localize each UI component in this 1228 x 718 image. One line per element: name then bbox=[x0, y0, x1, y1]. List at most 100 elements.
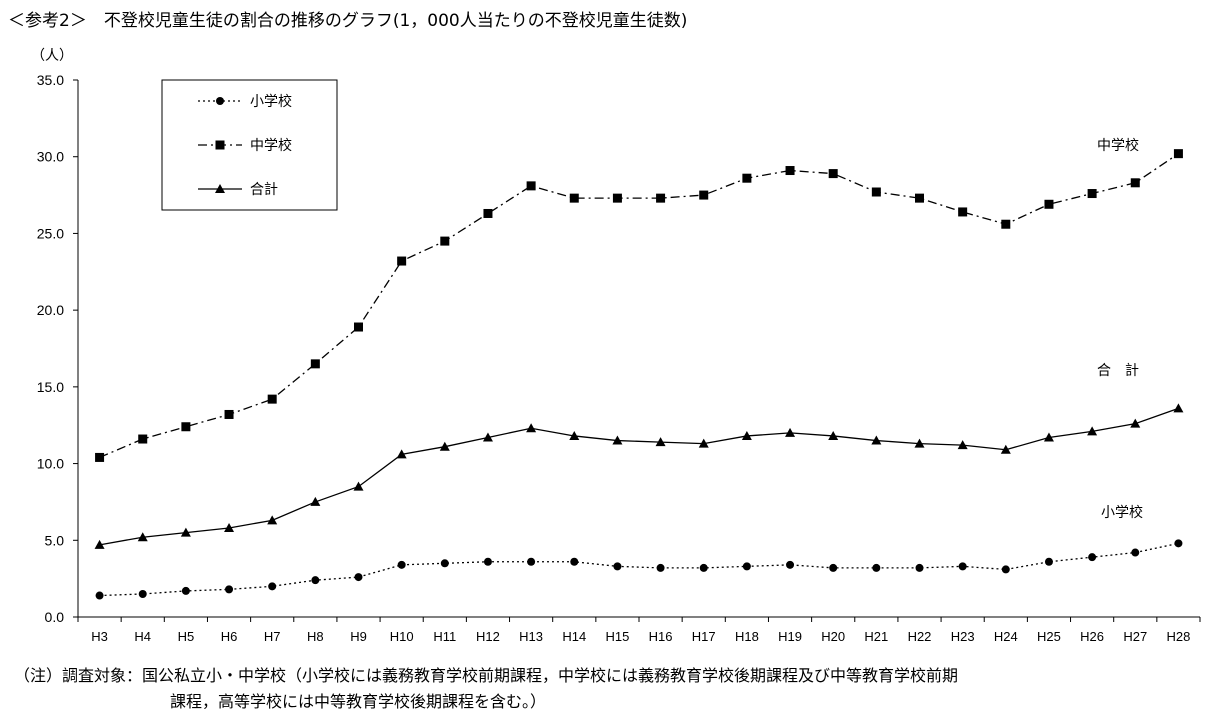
data-point bbox=[267, 515, 278, 525]
x-tick-label: H13 bbox=[519, 629, 543, 644]
data-point bbox=[267, 394, 277, 404]
y-tick-label: 35.0 bbox=[37, 72, 64, 88]
x-tick-label: H22 bbox=[908, 629, 932, 644]
data-point bbox=[1130, 418, 1141, 428]
data-point bbox=[354, 573, 363, 582]
x-tick-label: H20 bbox=[821, 629, 845, 644]
footnote-line-2: 課程，高等学校には中等教育学校後期課程を含む。） bbox=[170, 692, 547, 711]
data-point bbox=[310, 359, 320, 369]
data-point bbox=[1131, 548, 1140, 557]
data-point bbox=[396, 449, 407, 459]
series-line bbox=[99, 542, 1179, 597]
data-point bbox=[397, 256, 407, 266]
data-point bbox=[957, 440, 968, 450]
x-tick-label: H26 bbox=[1080, 629, 1104, 644]
legend-label: 合計 bbox=[250, 182, 278, 198]
data-point bbox=[872, 563, 881, 572]
data-point bbox=[1043, 432, 1054, 442]
x-tick-label: H12 bbox=[476, 629, 500, 644]
legend-box bbox=[161, 79, 338, 211]
data-point bbox=[612, 193, 622, 203]
legend-marker bbox=[215, 184, 225, 193]
data-point bbox=[1087, 189, 1097, 199]
data-point bbox=[699, 190, 709, 200]
x-tick-label: H3 bbox=[91, 629, 108, 644]
x-tick-label: H19 bbox=[778, 629, 802, 644]
data-point bbox=[1087, 426, 1098, 436]
footnote-line-1: （注）調査対象：国公私立小・中学校（小学校には義務教育学校前期課程，中学校には義… bbox=[14, 666, 959, 685]
data-point bbox=[94, 539, 105, 549]
x-tick-label: H17 bbox=[692, 629, 716, 644]
x-tick-label: H16 bbox=[649, 629, 673, 644]
data-point bbox=[1001, 565, 1010, 574]
data-point bbox=[95, 591, 104, 600]
data-point bbox=[612, 435, 623, 445]
data-point bbox=[785, 166, 795, 176]
data-point bbox=[828, 169, 838, 179]
y-tick-label: 5.0 bbox=[45, 532, 65, 548]
data-point bbox=[699, 563, 708, 572]
legend-label: 中学校 bbox=[250, 137, 292, 154]
data-point bbox=[224, 523, 235, 533]
x-tick-label: H5 bbox=[178, 629, 195, 644]
y-tick-label: 0.0 bbox=[45, 609, 65, 625]
data-point bbox=[1044, 199, 1054, 209]
legend-marker bbox=[215, 140, 225, 150]
data-point bbox=[828, 430, 839, 440]
data-point bbox=[613, 562, 622, 571]
data-point bbox=[742, 173, 752, 183]
data-point bbox=[1000, 444, 1011, 454]
series-square bbox=[95, 149, 1183, 462]
data-point bbox=[569, 430, 580, 440]
data-point bbox=[958, 562, 967, 571]
data-point bbox=[440, 236, 450, 246]
y-tick-label: 10.0 bbox=[37, 456, 64, 472]
x-tick-label: H14 bbox=[562, 629, 586, 644]
data-point bbox=[180, 527, 191, 537]
data-point bbox=[1173, 149, 1183, 159]
series-end-label: 中学校 bbox=[1097, 137, 1139, 154]
data-point bbox=[483, 557, 492, 566]
data-point bbox=[310, 496, 321, 506]
data-point bbox=[95, 452, 105, 462]
data-point bbox=[137, 532, 148, 542]
x-tick-label: H23 bbox=[951, 629, 975, 644]
x-tick-label: H10 bbox=[390, 629, 414, 644]
data-point bbox=[742, 562, 751, 571]
data-point bbox=[915, 193, 924, 203]
series-end-label: 小学校 bbox=[1101, 504, 1143, 521]
series-line bbox=[99, 407, 1179, 546]
data-point bbox=[871, 187, 881, 197]
data-point bbox=[915, 563, 924, 572]
y-tick-label: 15.0 bbox=[37, 379, 64, 395]
data-point bbox=[569, 193, 579, 203]
x-tick-label: H28 bbox=[1166, 629, 1190, 644]
x-tick-label: H24 bbox=[994, 629, 1018, 644]
x-tick-label: H15 bbox=[605, 629, 629, 644]
data-point bbox=[225, 585, 234, 594]
data-point bbox=[871, 435, 882, 445]
data-point bbox=[138, 434, 148, 444]
data-point bbox=[786, 560, 795, 569]
data-point bbox=[439, 441, 450, 451]
data-point bbox=[482, 432, 493, 442]
data-point bbox=[224, 409, 234, 419]
series-layer bbox=[94, 149, 1184, 600]
x-tick-label: H11 bbox=[433, 629, 456, 644]
data-point bbox=[1044, 557, 1053, 566]
legend-label: 小学校 bbox=[250, 93, 292, 110]
data-point bbox=[1130, 178, 1140, 188]
data-point bbox=[698, 438, 709, 448]
data-point bbox=[655, 437, 666, 447]
x-tick-label: H6 bbox=[221, 629, 238, 644]
x-tick-label: H9 bbox=[350, 629, 367, 644]
data-point bbox=[914, 438, 925, 448]
x-tick-label: H7 bbox=[264, 629, 281, 644]
x-tick-label: H8 bbox=[307, 629, 324, 644]
data-point bbox=[1088, 553, 1097, 562]
x-tick-label: H27 bbox=[1123, 629, 1147, 644]
data-point bbox=[138, 589, 147, 598]
data-point bbox=[1174, 539, 1183, 548]
data-point bbox=[311, 576, 320, 585]
